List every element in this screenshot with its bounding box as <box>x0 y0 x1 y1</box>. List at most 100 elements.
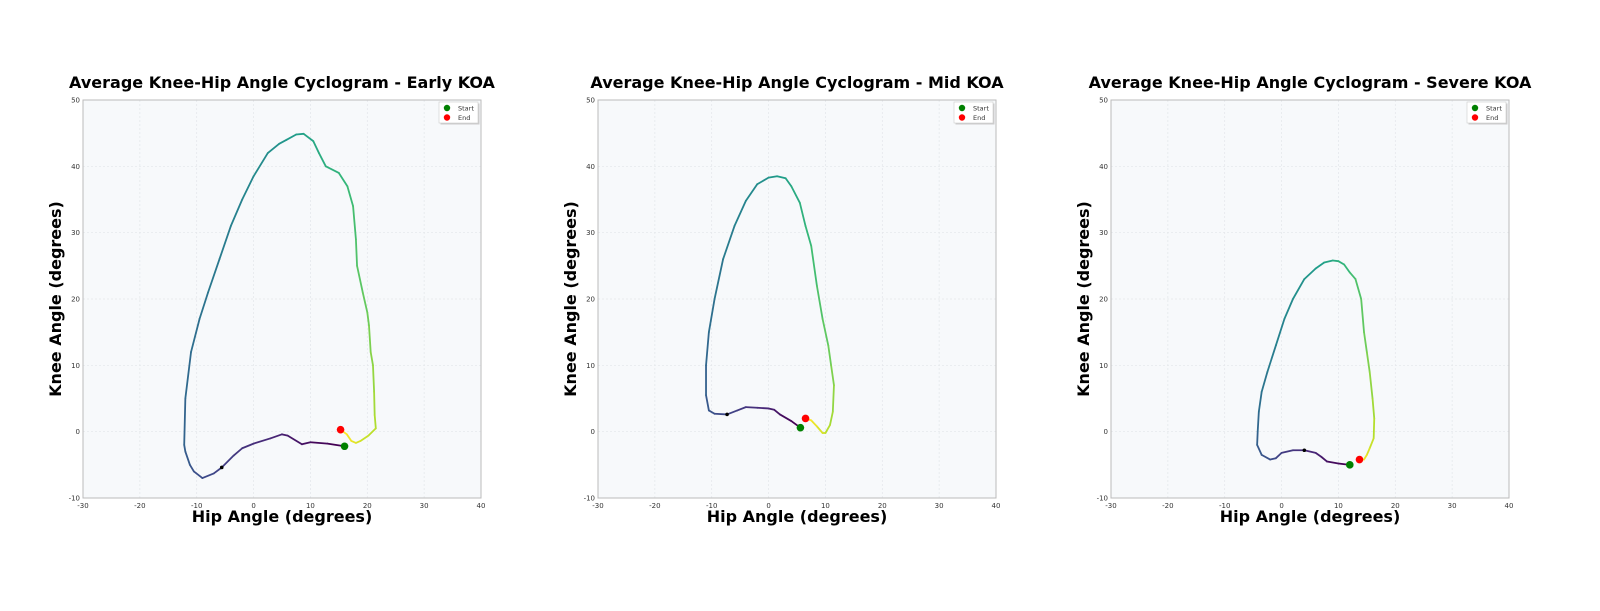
cyclogram-segment <box>295 132 305 136</box>
cyclogram-segment <box>726 409 739 416</box>
cyclogram-segment <box>241 442 255 450</box>
cyclogram-segment <box>369 351 374 367</box>
cyclogram-segment <box>1260 371 1269 393</box>
x-tick-label: -20 <box>649 502 660 510</box>
y-axis-label: Knee Angle (degrees) <box>561 201 580 397</box>
legend-end-marker <box>958 114 966 121</box>
direction-arrow <box>1302 448 1307 453</box>
y-tick-label: 10 <box>71 362 80 370</box>
cyclogram-segment <box>756 406 770 410</box>
cyclogram-segment <box>816 425 824 434</box>
cyclogram-segment <box>1314 261 1326 270</box>
cyclogram-segment <box>356 264 364 294</box>
y-tick-label: 20 <box>1099 296 1108 304</box>
cyclogram-segment <box>810 419 818 428</box>
cyclogram-segment <box>744 406 759 409</box>
y-tick-label: 30 <box>586 229 595 237</box>
cyclogram-segment <box>346 185 354 208</box>
cyclogram-segment <box>831 384 835 413</box>
legend-end-marker <box>443 114 451 121</box>
x-tick-label: 20 <box>363 502 372 510</box>
chart-1: -30 -20 -10 0 10 20 30 40 -10 0 10 20 30 40 50 Average … <box>46 73 496 526</box>
cyclogram-segment <box>302 132 315 143</box>
x-tick-label: -30 <box>1105 502 1116 510</box>
y-axis-label: Knee Angle (degrees) <box>46 201 65 397</box>
plot-area <box>1111 100 1509 498</box>
cyclogram-segment <box>373 390 376 416</box>
cyclogram-segment <box>252 152 269 178</box>
chart-title: Average Knee-Hip Angle Cyclogram - Mid K… <box>590 73 1004 92</box>
legend-start-marker <box>958 104 966 112</box>
cyclogram-segment <box>1314 451 1323 458</box>
cyclogram-segment <box>229 198 244 227</box>
cyclogram-segment <box>1365 447 1371 456</box>
cyclogram-segment <box>810 245 818 287</box>
chart-2: -30 -20 -10 0 10 20 30 40 -10 0 10 20 30 40 50 Average … <box>561 73 1004 526</box>
x-tick-label: -10 <box>1219 502 1230 510</box>
chart-3: -30 -20 -10 0 10 20 30 40 -10 0 10 20 30 40 50 Average … <box>1074 73 1532 526</box>
legend-start-label: Start <box>1486 105 1502 113</box>
cyclogram-segment <box>736 406 747 412</box>
cyclogram-segment <box>744 183 759 202</box>
y-tick-label: 40 <box>1099 163 1108 171</box>
cyclogram-segment <box>218 225 232 261</box>
x-axis-label: Hip Angle (degrees) <box>707 507 888 526</box>
cyclogram-segment <box>1363 331 1368 353</box>
cyclogram-segment <box>776 175 787 180</box>
cyclogram-segment <box>367 427 377 437</box>
x-tick-label: 20 <box>878 502 887 510</box>
cyclogram-segment <box>1283 298 1294 320</box>
start-marker <box>796 423 805 432</box>
x-tick-label: 10 <box>821 502 830 510</box>
cyclogram-segment <box>830 364 835 387</box>
cyclogram-segment <box>1274 451 1283 460</box>
plot-area <box>83 100 481 498</box>
cyclogram-segment <box>269 433 283 440</box>
legend-end-marker <box>1471 114 1479 121</box>
cyclogram-segment <box>1348 271 1357 281</box>
cyclogram-segment <box>1256 410 1260 433</box>
start-marker <box>1346 461 1354 469</box>
cyclogram-segment <box>767 175 778 179</box>
cyclogram-segment <box>1368 437 1375 450</box>
cyclogram-segment <box>368 324 372 353</box>
y-tick-label: 40 <box>586 163 595 171</box>
cyclogram-segment <box>309 441 329 445</box>
cyclogram-segment <box>1323 259 1334 264</box>
cyclogram-segment <box>713 258 724 300</box>
y-tick-label: 20 <box>586 296 595 304</box>
cyclogram-segment <box>827 344 833 367</box>
legend-start-label: Start <box>458 105 474 113</box>
cyclogram-segment <box>1368 371 1374 400</box>
cyclogram-segment <box>804 225 813 247</box>
cyclogram-segment <box>366 311 370 327</box>
x-tick-label: 40 <box>477 502 486 510</box>
cyclogram-segment <box>183 397 187 446</box>
y-axis-label: Knee Angle (degrees) <box>1074 201 1093 397</box>
cyclogram-segment <box>190 317 201 353</box>
cyclogram-segment <box>337 172 349 188</box>
cyclogram-segment <box>798 201 807 227</box>
cyclogram-segment <box>1372 417 1376 440</box>
cyclogram-segment <box>713 412 728 416</box>
x-tick-label: 30 <box>420 502 429 510</box>
y-tick-label: 40 <box>71 163 80 171</box>
chart-title: Average Knee-Hip Angle Cyclogram - Sever… <box>1089 73 1532 92</box>
x-axis-label: Hip Angle (degrees) <box>1220 507 1401 526</box>
cyclogram-segment <box>1257 390 1263 413</box>
cyclogram-segment <box>252 437 272 445</box>
cyclogram-segment <box>324 165 340 174</box>
cyclogram-segment <box>232 447 244 457</box>
x-tick-label: -30 <box>592 502 603 510</box>
cyclogram-segment <box>1331 259 1340 263</box>
cyclogram-segment <box>286 434 303 446</box>
cyclogram-segment <box>1360 298 1365 334</box>
cyclogram-segment <box>705 394 710 412</box>
cyclogram-segment <box>220 454 235 469</box>
cyclogram-segment <box>373 414 377 430</box>
legend-end-label: End <box>1486 114 1498 122</box>
plot-area <box>598 100 996 498</box>
cyclogram-segment <box>1266 344 1277 373</box>
plot-frame <box>82 99 482 499</box>
